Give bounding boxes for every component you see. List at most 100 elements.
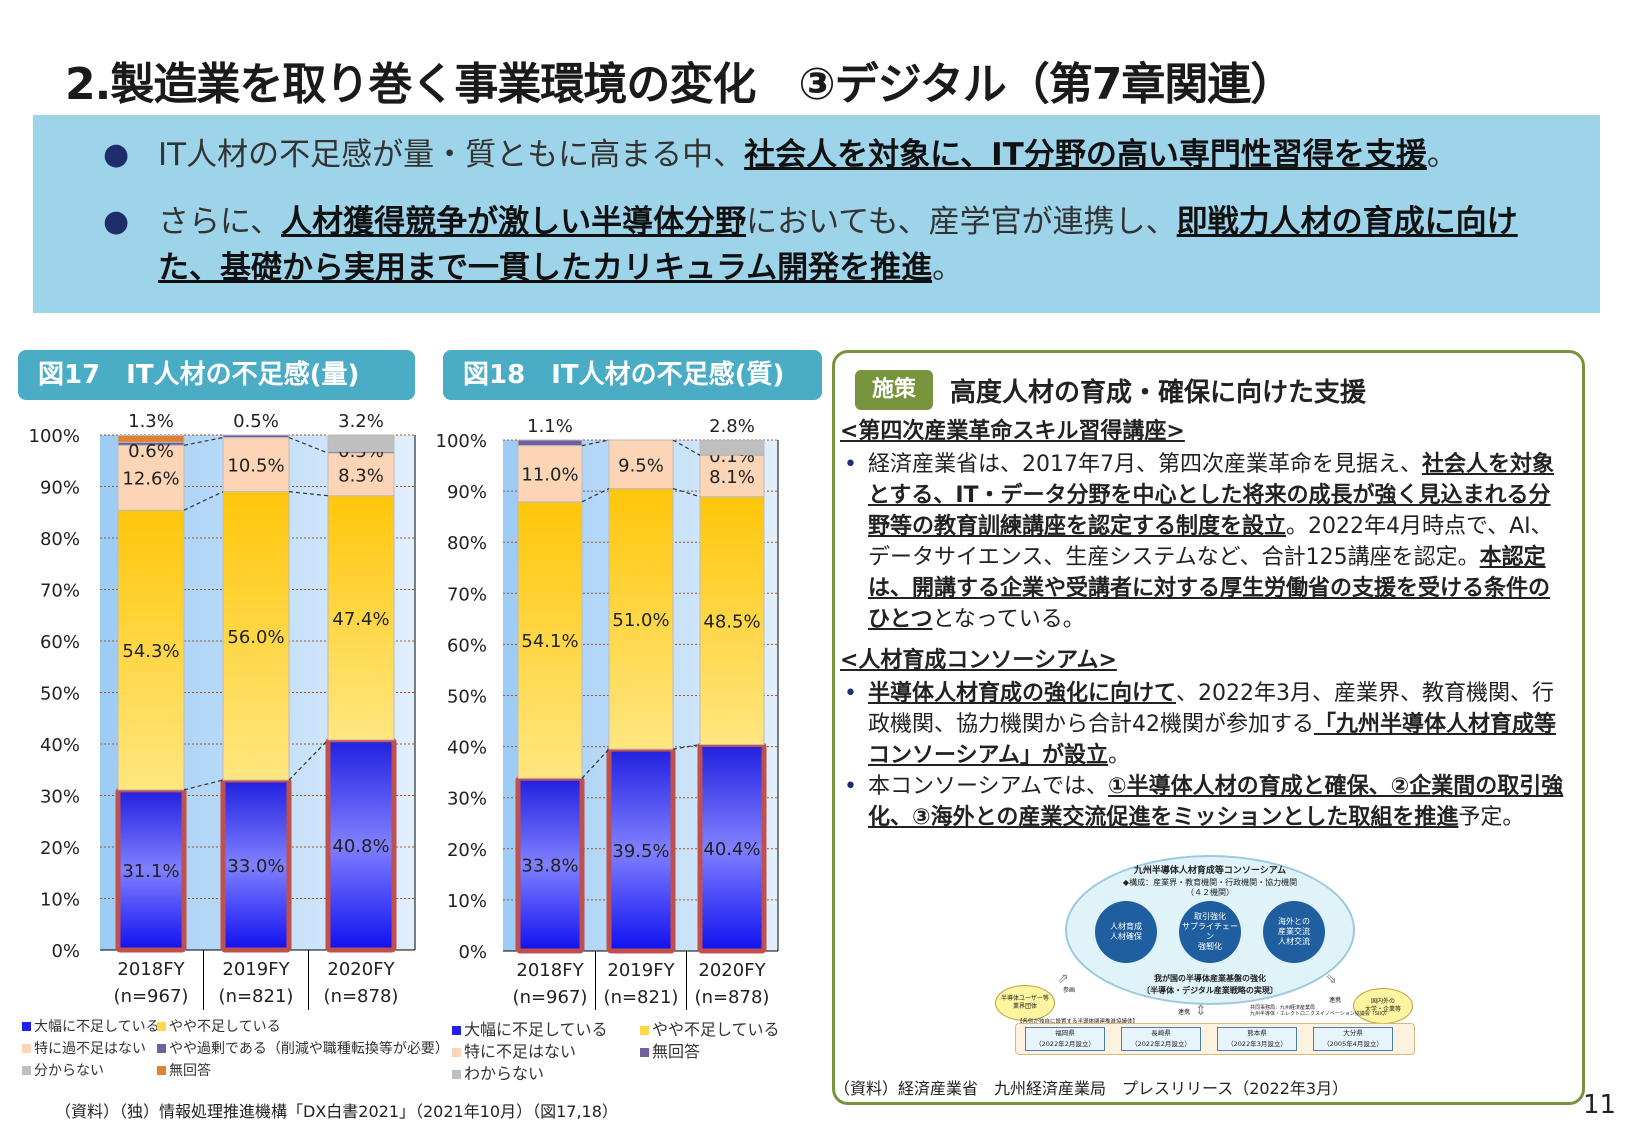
diagram-goal: 我が国の半導体産業基盤の強化 (1154, 974, 1266, 983)
y-tick-label: 60% (40, 632, 80, 653)
prefecture-caption: 【各県が独自に設置する半導体関連推進協議体】 (1017, 1019, 1139, 1025)
emphasis-text: 本認定は、開講する企業や受講者に対する厚生労働省の支援を受ける条件のひとつ (868, 545, 1551, 632)
bar-segment (608, 439, 674, 490)
list-item: 経済産業省は、2017年7月、第四次産業革命を見据え、社会人を対象とする、IT・… (840, 449, 1570, 635)
fig17-chart: 0% 10% 20% 30% 40% 50% 60% 70% 80% 90% 100% 31.1% 54… (29, 411, 416, 1010)
legend-item: 特に不足はない (452, 1038, 576, 1062)
vertical-arrow-icon: ⇕ (1195, 1003, 1207, 1019)
emphasis-text: 即戦力人材の育成に向けた、基礎から実用まで一貫したカリキュラム開発を推進 (158, 204, 1518, 286)
x-category-label: 2019FY (607, 960, 675, 981)
y-tick-label: 90% (447, 482, 487, 503)
bar-segment (222, 434, 290, 439)
legend-label: 特に過不足はない (34, 1041, 146, 1057)
policy-panel (832, 350, 1585, 1105)
y-tick-label: 10% (447, 891, 487, 912)
legend-item: やや過剰である（削減や職種転換等が必要） (157, 1038, 449, 1058)
y-tick-label: 70% (447, 584, 487, 605)
emphasis-text: 社会人を対象に、IT分野の高い専門性習得を支援 (744, 137, 1427, 173)
y-tick-label: 50% (447, 687, 487, 708)
data-label: 1.1% (527, 416, 573, 437)
bullet-icon: ● (103, 204, 130, 239)
prefecture-box: 大分県 （2005年4月設立） (1313, 1027, 1393, 1051)
legend-label: やや不足している (652, 1020, 780, 1039)
text: 本コンソーシアムでは、 (868, 774, 1109, 799)
prefecture-name: 長崎県 (1151, 1029, 1171, 1037)
connector-line (672, 743, 701, 750)
arrow-icon: ⇗ (1057, 971, 1069, 987)
bar-segment (222, 491, 290, 781)
prefecture-box: 福岡県 （2022年2月設立） (1025, 1027, 1105, 1051)
connector-line (288, 739, 329, 781)
emphasis-text: 半導体人材育成の強化に向けて (868, 681, 1177, 706)
bar-segment (517, 501, 583, 779)
y-tick-label: 0% (51, 941, 80, 962)
fig17-header: 図17 IT人材の不足感(量) (18, 350, 415, 400)
bar-segment (117, 444, 185, 511)
connector-line (672, 487, 701, 498)
x-category-label: 2018FY (516, 960, 584, 981)
legend-label: 大幅に不足している (34, 1019, 160, 1035)
data-label: 8.1% (709, 467, 755, 488)
bar-segment (327, 495, 395, 741)
university-circle: 国内外の 大学・企業等 (1353, 988, 1413, 1024)
list-item: 本コンソーシアムでは、①半導体人材の育成と確保、②企業間の取引強化、③海外との産… (840, 771, 1570, 833)
x-n-label: (n=878) (324, 986, 399, 1007)
x-n-label: (n=878) (695, 987, 770, 1008)
bar-segment (117, 435, 185, 443)
summary-banner: ● IT人材の不足感が量・質ともに高まる中、社会人を対象に、IT分野の高い専門性… (33, 115, 1600, 313)
data-label: 54.1% (521, 631, 578, 652)
data-label: 1.3% (128, 411, 174, 432)
legend-label: 大幅に不足している (464, 1020, 608, 1039)
prefecture-box: 熊本県 （2022年3月設立） (1217, 1027, 1297, 1051)
emphasis-text: ①半導体人材の育成と確保、②企業間の取引強化、③海外との産業交流促進をミッション… (868, 774, 1564, 830)
diagram-title: 九州半導体人材育成等コンソーシアム (1133, 866, 1287, 876)
legend-label: やや過剰である（削減や職種転換等が必要） (169, 1041, 449, 1057)
y-tick-label: 100% (436, 431, 487, 452)
bar-segment (517, 445, 583, 503)
diagram-members: ◆構成：産業界・教育機関・行政機関・協力機関 (1122, 878, 1298, 887)
connector-line (581, 439, 610, 447)
prefecture-box: 長崎県 （2022年2月設立） (1121, 1027, 1201, 1051)
diagram-goal: 〔半導体・デジタル産業戦略の実現〕 (1142, 986, 1278, 995)
legend-item: 大幅に不足している (22, 1016, 160, 1036)
data-label: 31.1% (122, 861, 179, 882)
data-label: 40.8% (332, 836, 389, 857)
y-tick-label: 70% (40, 581, 80, 602)
section-heading: <人材育成コンソーシアム> (840, 648, 1117, 673)
x-category-label: 2020FY (698, 960, 766, 981)
section-skill-courses: <第四次産業革命スキル習得講座> 経済産業省は、2017年7月、第四次産業革命を… (840, 416, 1570, 635)
text: 。2022年4月時点で、AI、データサイエンス、生産システムなど、合計125講座… (868, 514, 1553, 570)
connector-line (183, 491, 224, 511)
bar-segment (327, 434, 395, 452)
legend-label: 無回答 (169, 1063, 211, 1079)
text: 。 (1108, 743, 1131, 768)
data-label: 54.3% (122, 641, 179, 662)
data-label: 39.5% (612, 841, 669, 862)
y-tick-label: 30% (40, 787, 80, 808)
connector-line (672, 439, 701, 456)
industry-group-circle: 半導体ユーザー等 業界団体 (995, 985, 1055, 1021)
y-tick-label: 10% (40, 890, 80, 911)
data-label: 3.2% (338, 411, 384, 432)
text: 。 (1426, 137, 1458, 173)
bar-segment (222, 437, 290, 493)
x-n-label: (n=821) (604, 987, 679, 1008)
legend-label: 特に不足はない (464, 1042, 577, 1061)
relation-label: 連携 (1329, 997, 1342, 1004)
legend-item: わからない (452, 1060, 544, 1084)
bar-segment (699, 440, 765, 456)
y-tick-label: 80% (40, 529, 80, 550)
legend-label: 無回答 (652, 1042, 701, 1061)
legend-label: わからない (464, 1064, 545, 1083)
emphasis-text: 社会人を対象とする、IT・データ分野を中心とした将来の成長が強く見込まれる分野等… (868, 452, 1555, 539)
legend-label: やや不足している (169, 1019, 281, 1035)
bar-segment (327, 739, 395, 951)
data-label: 8.3% (338, 465, 384, 486)
fig18-chart: 0% 10% 20% 30% 40% 50% 60% 70% 80% 90% 100% 33.8% 54… (436, 416, 779, 1010)
diagram-count: （４２機関） (1186, 888, 1234, 897)
x-n-label: (n=967) (114, 986, 189, 1007)
legend-item: 特に過不足はない (22, 1038, 146, 1058)
data-label: 0.5% (233, 411, 279, 432)
mission-circle: 人材育成 人材確保 (1095, 901, 1157, 963)
x-n-label: (n=821) (219, 986, 294, 1007)
